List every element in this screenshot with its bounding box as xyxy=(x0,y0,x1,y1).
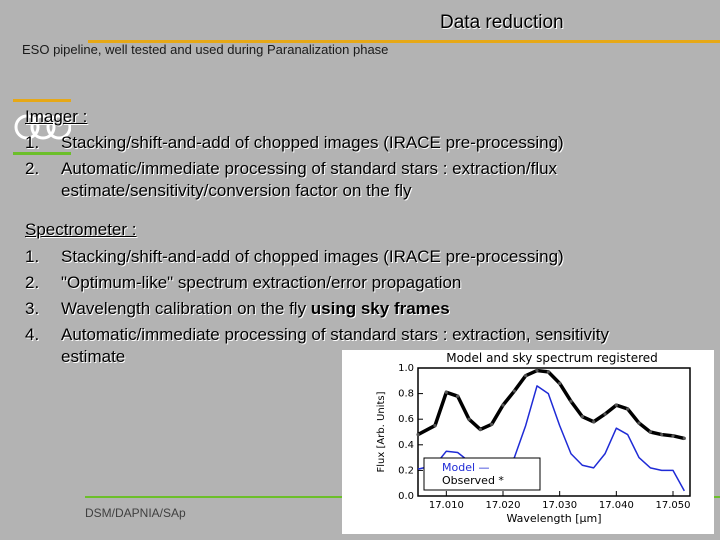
y-tick-label: 0.8 xyxy=(398,389,414,400)
observed-point xyxy=(501,403,505,407)
title-underline xyxy=(88,40,720,43)
spectrum-plot: Model and sky spectrum registered 0.0 0.2… xyxy=(342,350,714,534)
logo xyxy=(13,99,71,155)
chart-title: Model and sky spectrum registered xyxy=(446,351,658,365)
observed-point xyxy=(558,381,562,385)
y-tick-label: 0.2 xyxy=(398,465,414,476)
observed-point xyxy=(603,412,607,416)
y-tick-label: 0.4 xyxy=(398,440,414,451)
item-text: Wavelength calibration on the fly xyxy=(61,299,311,318)
list-item: 2. "Optimum-like" spectrum extraction/er… xyxy=(25,272,685,294)
y-tick-label: 1.0 xyxy=(398,363,414,374)
observed-point xyxy=(456,394,460,398)
imager-list: 1. Stacking/shift-and-add of chopped ima… xyxy=(25,132,685,206)
spectrometer-heading: Spectrometer : xyxy=(25,220,137,239)
plot-frame xyxy=(417,367,691,497)
observed-point xyxy=(660,432,664,437)
item-text: "Optimum-like" spectrum extraction/error… xyxy=(61,273,462,292)
item-text: Automatic/immediate processing of standa… xyxy=(61,325,610,366)
list-item: 1. Stacking/shift-and-add of chopped ima… xyxy=(25,132,685,154)
observed-point xyxy=(524,374,528,378)
y-tick-label: 0.0 xyxy=(398,491,414,502)
observed-point xyxy=(569,399,573,403)
list-item: 2. Automatic/immediate processing of sta… xyxy=(25,158,685,202)
logo-rings-icon xyxy=(14,114,71,140)
legend-box xyxy=(423,457,541,491)
spectrometer-list: 1. Stacking/shift-and-add of chopped ima… xyxy=(25,246,685,372)
item-number: 1. xyxy=(25,133,40,152)
x-tick-label: 17.030 xyxy=(542,500,577,511)
observed-point xyxy=(467,417,471,421)
observed-point xyxy=(444,390,448,394)
observed-point xyxy=(682,436,686,440)
item-text: Stacking/shift-and-add of chopped images… xyxy=(61,247,564,266)
item-number: 2. xyxy=(25,273,40,292)
series-observed-line xyxy=(417,368,685,441)
y-axis-label: Flux [Arb. Units] xyxy=(376,391,387,472)
spectrum-chart: Model and sky spectrum registered 0.0 0.2… xyxy=(376,351,691,525)
observed-point xyxy=(626,407,630,411)
list-item: 3. Wavelength calibration on the fly usi… xyxy=(25,298,685,320)
x-tick-label: 17.050 xyxy=(656,500,691,511)
observed-point xyxy=(580,415,584,419)
observed-point xyxy=(478,427,482,432)
observed-point xyxy=(546,370,550,374)
y-tick-label: 0.6 xyxy=(398,414,414,425)
logo-bar-orange xyxy=(13,99,71,102)
observed-point xyxy=(637,421,641,425)
x-tick-label: 17.020 xyxy=(486,500,521,511)
x-axis-label: Wavelength [µm] xyxy=(506,512,601,525)
list-item: 4. Automatic/immediate processing of sta… xyxy=(25,324,661,368)
observed-point xyxy=(416,432,420,437)
item-text: Stacking/shift-and-add of chopped images… xyxy=(61,133,564,152)
footer-text: DSM/DAPNIA/SAp xyxy=(85,506,186,520)
item-text-bold: using sky frames xyxy=(310,299,450,318)
observed-point xyxy=(671,434,675,438)
observed-point xyxy=(512,389,516,393)
x-tick-label: 17.040 xyxy=(599,500,634,511)
observed-point xyxy=(535,368,539,373)
item-number: 1. xyxy=(25,247,40,266)
item-number: 2. xyxy=(25,159,40,178)
observed-point xyxy=(592,420,596,424)
logo-bar-green xyxy=(13,152,71,155)
item-number: 4. xyxy=(25,325,40,344)
list-item: 1. Stacking/shift-and-add of chopped ima… xyxy=(25,246,685,268)
legend-entry-observed: Observed * xyxy=(442,474,504,487)
slide-title: Data reduction xyxy=(440,12,564,33)
item-number: 3. xyxy=(25,299,40,318)
observed-point xyxy=(648,430,652,434)
slide-subtitle: ESO pipeline, well tested and used durin… xyxy=(22,42,389,57)
observed-point xyxy=(614,403,618,407)
observed-point xyxy=(433,424,437,428)
observed-point xyxy=(490,422,494,426)
item-text: Automatic/immediate processing of standa… xyxy=(61,159,558,200)
legend-entry-model: Model — xyxy=(442,461,490,474)
imager-heading: Imager : xyxy=(25,107,88,126)
x-tick-label: 17.010 xyxy=(429,500,464,511)
